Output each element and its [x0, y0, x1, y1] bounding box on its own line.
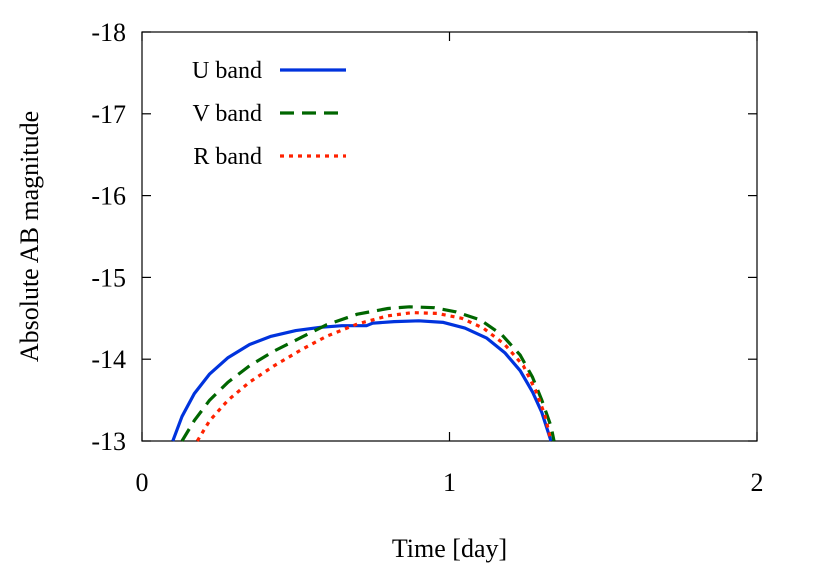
- plot-frame: [141, 31, 758, 442]
- legend-label: V band: [192, 101, 262, 127]
- x-tick-label: 2: [751, 468, 764, 497]
- legend-label: U band: [192, 58, 262, 84]
- y-tick-label: -17: [91, 100, 126, 129]
- axis-ticks: [141, 31, 758, 442]
- series-line-1: [171, 319, 553, 442]
- y-tick-label: -16: [91, 182, 126, 211]
- legend-label: R band: [193, 144, 262, 170]
- x-axis-label: Time [day]: [392, 534, 507, 563]
- series-line-3: [195, 311, 553, 442]
- y-axis-label: Absolute AB magnitude: [15, 111, 44, 362]
- series-lines: [171, 305, 556, 442]
- y-tick-label: -14: [91, 345, 126, 374]
- x-tick-label: 0: [136, 468, 149, 497]
- tick-labels: 0 1 2 -18 -17 -16 -15 -14 -13: [91, 18, 763, 497]
- legend: U band V band R band: [192, 58, 346, 170]
- x-tick-label: 1: [443, 468, 456, 497]
- y-tick-label: -18: [91, 18, 126, 47]
- y-tick-label: -13: [91, 427, 126, 456]
- y-tick-label: -15: [91, 263, 126, 292]
- series-line-2: [180, 305, 556, 442]
